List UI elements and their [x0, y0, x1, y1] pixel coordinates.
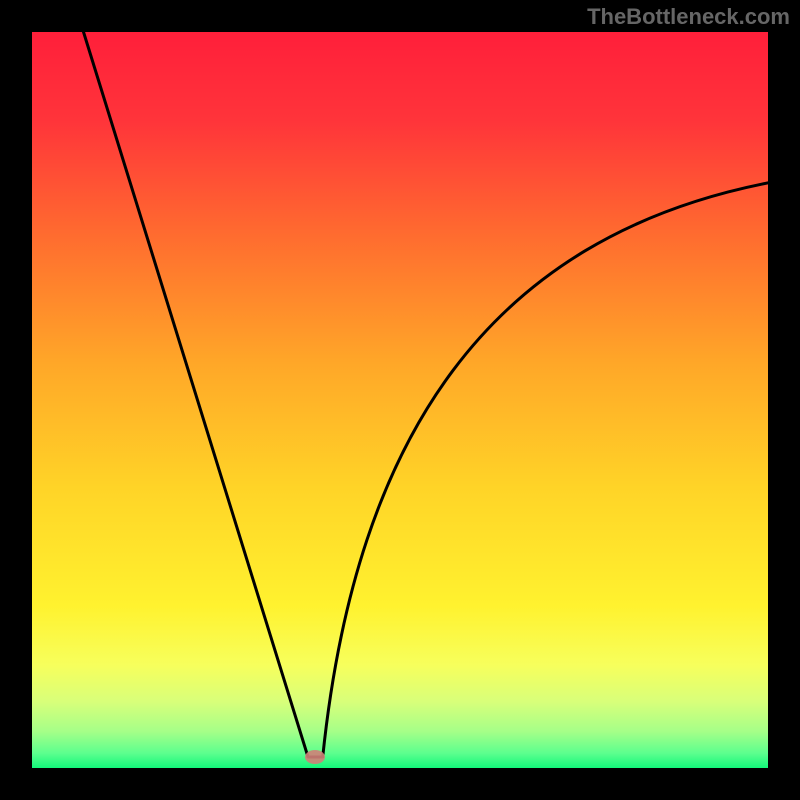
curve-line	[32, 32, 768, 768]
chart-canvas: TheBottleneck.com	[0, 0, 800, 800]
plot-area	[32, 32, 768, 768]
watermark-text: TheBottleneck.com	[587, 4, 790, 30]
minimum-marker	[305, 750, 325, 764]
